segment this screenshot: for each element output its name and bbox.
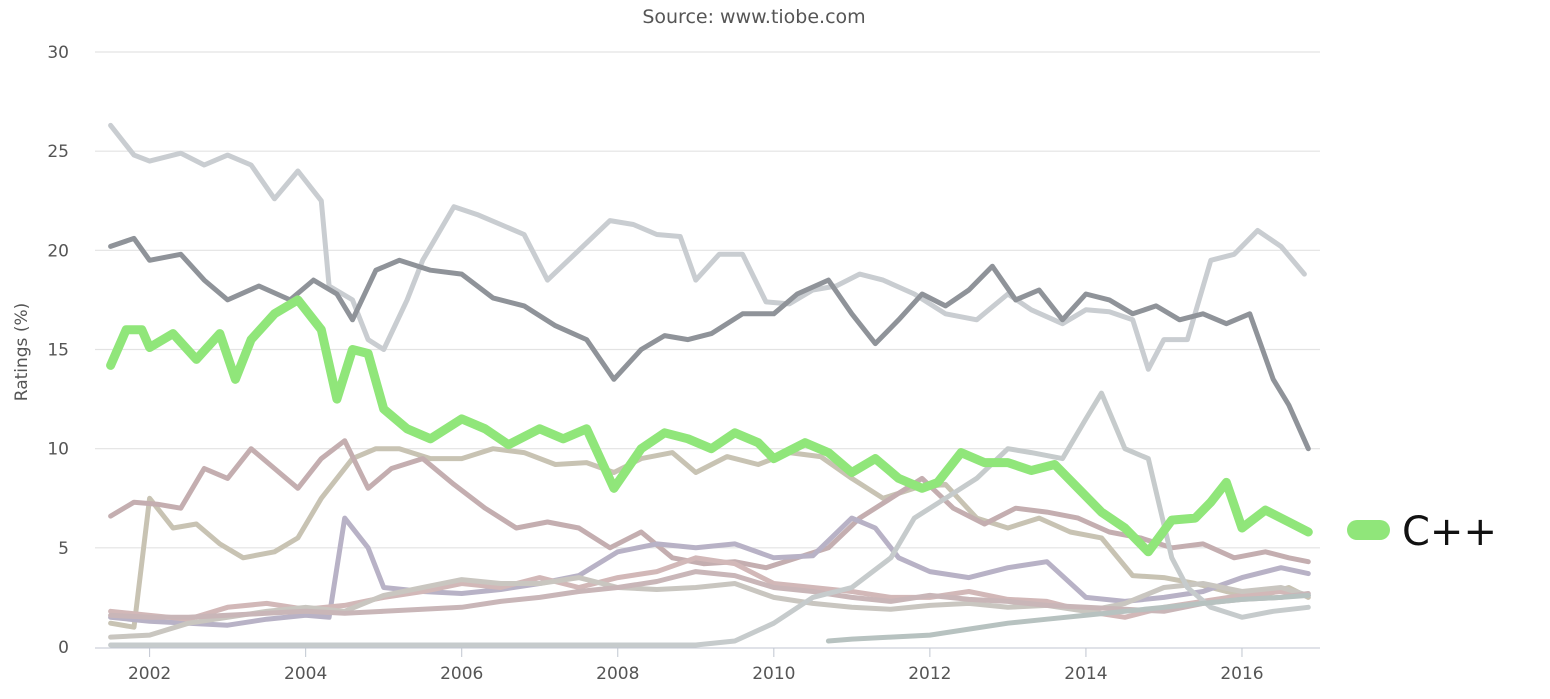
x-tick-label: 2008: [596, 664, 639, 684]
x-tick-label: 2002: [128, 664, 171, 684]
y-tick-label: 5: [58, 539, 69, 559]
series-line-2[interactable]: [108, 122, 1307, 372]
series-line-8[interactable]: [108, 575, 1311, 640]
series-lines: [106, 122, 1313, 648]
x-tick-label: 2012: [908, 664, 951, 684]
x-tick-label: 2006: [440, 664, 483, 684]
y-tick-label: 15: [47, 341, 69, 361]
y-axis-ticks: 0 5 10 15 20 25 30: [47, 43, 69, 658]
series-line-3[interactable]: [108, 235, 1311, 452]
y-axis-title: Ratings (%): [12, 303, 32, 402]
y-tick-label: 0: [58, 638, 69, 658]
series-line-11[interactable]: [825, 592, 1311, 644]
x-tick-label: 2010: [752, 664, 795, 684]
x-tick-label: 2014: [1064, 664, 1107, 684]
x-tick-label: 2004: [284, 664, 327, 684]
y-tick-label: 10: [47, 440, 69, 460]
grid: [95, 51, 1320, 549]
x-axis-ticks: 2002 2004 2006 2008 2010 2012 2014 2016: [128, 648, 1264, 684]
series-line-cpp[interactable]: [106, 295, 1313, 557]
chart-subtitle: Source: www.tiobe.com: [642, 6, 865, 28]
series-line-4[interactable]: [108, 446, 1311, 630]
series-line-5[interactable]: [108, 438, 1311, 571]
legend-label-cpp: C++: [1402, 509, 1497, 555]
series-line-6[interactable]: [108, 515, 1311, 628]
y-tick-label: 25: [47, 142, 69, 162]
x-tick-label: 2016: [1220, 664, 1263, 684]
legend[interactable]: C++: [1347, 509, 1497, 555]
y-tick-label: 30: [47, 43, 69, 63]
y-tick-label: 20: [47, 241, 69, 261]
series-line-9[interactable]: [108, 569, 1311, 620]
